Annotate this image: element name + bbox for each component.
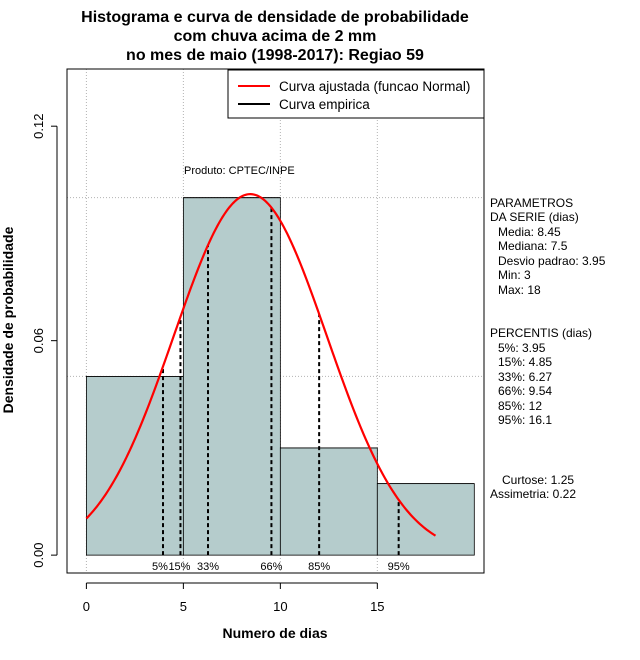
plot-frame xyxy=(66,68,485,574)
chart-title-line-1: Histograma e curva de densidade de proba… xyxy=(81,9,469,26)
percentil-line: 5%: 3.95 xyxy=(498,341,546,355)
x-tick-label: 0 xyxy=(83,599,90,614)
x-tick-label: 15 xyxy=(370,599,384,614)
param-line: Max: 18 xyxy=(498,283,541,297)
legend-label-empirical: Curva empirica xyxy=(279,97,370,112)
y-tick-label: 0.00 xyxy=(31,542,46,567)
histogram-bar xyxy=(376,483,475,556)
histogram-bar xyxy=(279,447,378,556)
param-line: DA SERIE (dias) xyxy=(490,210,579,224)
y-tick-label: 0.12 xyxy=(31,114,46,139)
x-tick-label: 5 xyxy=(180,599,187,614)
param-line: Min: 3 xyxy=(498,268,531,282)
percentil-line: 85%: 12 xyxy=(498,399,542,413)
legend-label-fitted: Curva ajustada (funcao Normal) xyxy=(279,79,470,94)
legend-box xyxy=(227,69,485,119)
fitted-normal-curve xyxy=(85,193,437,537)
percentile-label: 33% xyxy=(197,561,219,573)
fitted-curve-layer xyxy=(85,193,437,537)
percentis-block: PERCENTIS (dias) 5%: 3.95 15%: 4.85 33%:… xyxy=(490,326,592,427)
chart-title-line-3: no mes de maio (1998-2017): Regiao 59 xyxy=(126,47,424,64)
side-panel: PARAMETROS DA SERIE (dias) Media: 8.45 M… xyxy=(490,196,606,501)
percentil-line: 15%: 4.85 xyxy=(498,355,552,369)
percentile-label: 85% xyxy=(308,561,330,573)
chart-title: Histograma e curva de densidade de proba… xyxy=(81,9,469,64)
percentile-label: 95% xyxy=(388,561,410,573)
percentil-line: 33%: 6.27 xyxy=(498,370,552,384)
x-axis-title: Numero de dias xyxy=(222,625,327,641)
y-axis-title: Densidade de probabilidade xyxy=(0,226,16,413)
histogram-bar xyxy=(85,376,184,556)
x-tick-label: 10 xyxy=(273,599,287,614)
percentile-label: 66% xyxy=(260,561,282,573)
parametros-block: PARAMETROS DA SERIE (dias) Media: 8.45 M… xyxy=(490,196,606,297)
histogram-bar xyxy=(182,197,281,556)
param-line: Media: 8.45 xyxy=(498,225,561,239)
assimetria-text: Assimetria: 0.22 xyxy=(490,487,576,501)
chart-title-line-2: com chuva acima de 2 mm xyxy=(174,28,377,45)
param-line: PARAMETROS xyxy=(490,196,573,210)
percentil-line: 66%: 9.54 xyxy=(498,384,552,398)
histogram-bars xyxy=(85,197,475,556)
param-line: Desvio padrao: 3.95 xyxy=(498,254,606,268)
percentile-label: 15% xyxy=(168,561,190,573)
percentil-line: 95%: 16.1 xyxy=(498,413,552,427)
percentile-lines: 5% 15% 33% 66% 85% 95% xyxy=(152,207,410,573)
axes: 0 5 10 15 0.00 0.06 0.12 xyxy=(31,114,385,614)
annotation-produto: Produto: CPTEC/INPE xyxy=(184,165,295,177)
curtose-text: Curtose: 1.25 xyxy=(502,473,574,487)
percentil-line: PERCENTIS (dias) xyxy=(490,326,592,340)
legend: Curva ajustada (funcao Normal) Curva emp… xyxy=(227,69,485,119)
percentile-label: 5% xyxy=(152,561,168,573)
param-line: Mediana: 7.5 xyxy=(498,239,568,253)
y-tick-label: 0.06 xyxy=(31,328,46,353)
